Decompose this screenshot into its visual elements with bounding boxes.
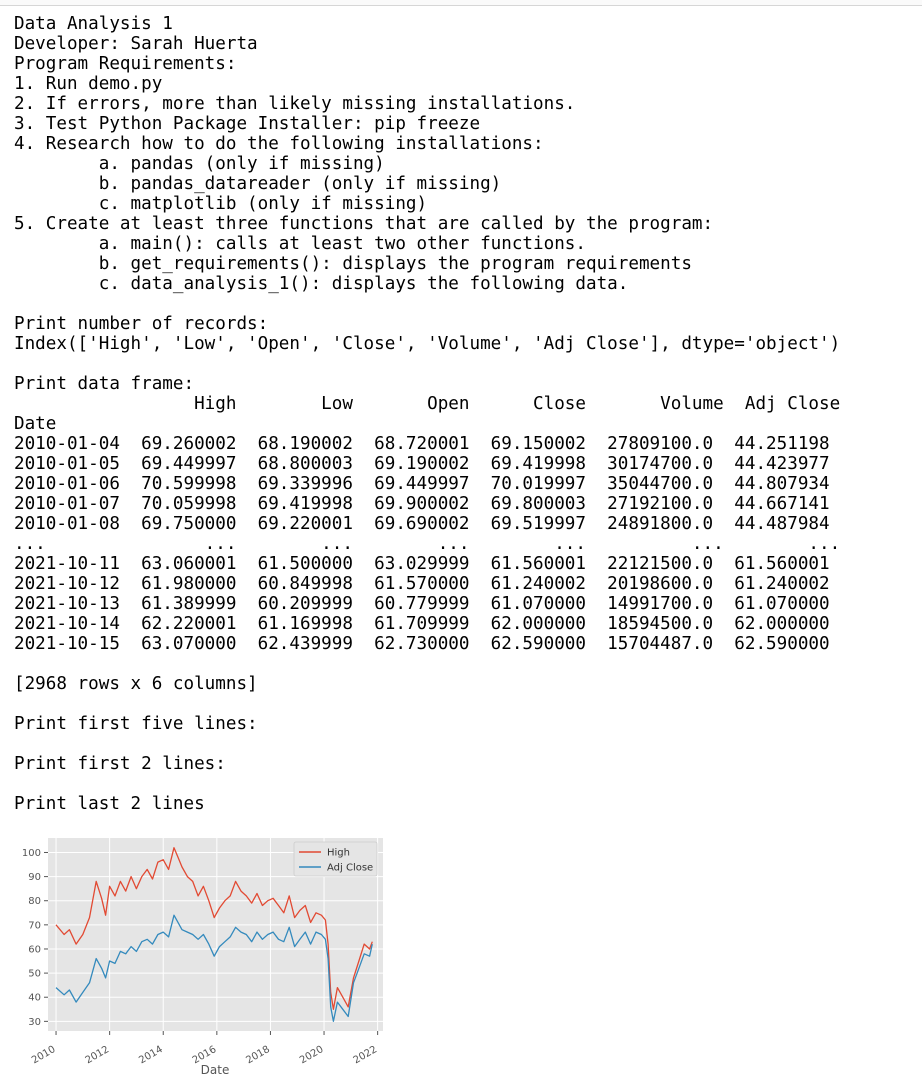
output-line: Print number of records: xyxy=(14,314,269,334)
output-line xyxy=(14,654,840,674)
y-tick-label: 80 xyxy=(28,896,41,907)
output-line: 3. Test Python Package Installer: pip fr… xyxy=(14,114,481,134)
y-tick-label: 50 xyxy=(28,969,41,980)
output-line: c. data_analysis_1(): displays the follo… xyxy=(14,274,629,294)
output-line: a. main(): calls at least two other func… xyxy=(14,234,586,254)
legend-label: Adj Close xyxy=(327,863,373,874)
y-tick-label: 40 xyxy=(28,993,41,1004)
output-line: b. pandas_datareader (only if missing) xyxy=(14,174,502,194)
output-line: a. pandas (only if missing) xyxy=(14,154,385,174)
series-line-high xyxy=(55,847,373,1010)
output-line: 2021-10-14 62.220001 61.169998 61.709999… xyxy=(14,614,830,634)
output-line xyxy=(14,694,840,714)
output-line: 2021-10-13 61.389999 60.209999 60.779999… xyxy=(14,594,830,614)
output-line: Data Analysis 1 xyxy=(14,14,173,34)
x-tick-label: 2010 xyxy=(30,1044,58,1066)
output-line: 2010-01-05 69.449997 68.800003 69.190002… xyxy=(14,454,830,474)
output-line: Index(['High', 'Low', 'Open', 'Close', '… xyxy=(14,334,841,354)
output-line: c. matplotlib (only if missing) xyxy=(14,194,428,214)
y-tick-label: 70 xyxy=(28,920,41,931)
output-line: Program Requirements: xyxy=(14,54,237,74)
output-line: 2021-10-11 63.060001 61.500000 63.029999… xyxy=(14,554,830,574)
output-line: [2968 rows x 6 columns] xyxy=(14,674,258,694)
y-tick-label: 100 xyxy=(22,848,41,859)
x-tick-label: 2014 xyxy=(137,1044,165,1066)
series-line-adj-close xyxy=(55,914,373,1022)
y-axis-ticks: 30 40 50 60 70 80 90 100 xyxy=(22,848,48,1028)
output-line: 2021-10-12 61.980000 60.849998 61.570000… xyxy=(14,574,830,594)
output-line: High Low Open Close Volume Adj Close xyxy=(14,394,841,414)
output-line: Developer: Sarah Huerta xyxy=(14,34,258,54)
series-lines xyxy=(55,847,373,1022)
x-axis-label: Date xyxy=(201,1063,230,1077)
output-line xyxy=(14,774,840,794)
output-line xyxy=(14,734,840,754)
output-line: Print data frame: xyxy=(14,374,195,394)
output-line: Print first 2 lines: xyxy=(14,754,226,774)
x-tick-label: 2022 xyxy=(352,1044,380,1066)
output-line: 2010-01-04 69.260002 68.190002 68.720001… xyxy=(14,434,830,454)
y-tick-label: 90 xyxy=(28,872,41,883)
x-tick-label: 2012 xyxy=(84,1044,112,1066)
output-line: 2010-01-07 70.059998 69.419998 69.900002… xyxy=(14,494,830,514)
x-tick-label: 2020 xyxy=(298,1044,326,1066)
output-line: 5. Create at least three functions that … xyxy=(14,214,714,234)
y-tick-label: 30 xyxy=(28,1017,41,1028)
output-line: 2021-10-15 63.070000 62.439999 62.730000… xyxy=(14,634,830,654)
output-line: b. get_requirements(): displays the prog… xyxy=(14,254,692,274)
output-line xyxy=(14,294,840,314)
output-line: 4. Research how to do the following inst… xyxy=(14,134,544,154)
output-line: 2010-01-08 69.750000 69.220001 69.690002… xyxy=(14,514,830,534)
output-line: Print first five lines: xyxy=(14,714,258,734)
notebook-cell-border xyxy=(0,0,922,6)
output-line: 1. Run demo.py xyxy=(14,74,163,94)
output-line: Date xyxy=(14,414,57,434)
output-line: ... ... ... ... ... ... ... xyxy=(14,534,841,554)
x-tick-label: 2018 xyxy=(244,1044,272,1066)
x-axis-ticks: 2010 2012 2014 2016 2018 2020 2022 xyxy=(30,1031,379,1066)
output-line: Print last 2 lines xyxy=(14,794,205,814)
legend-label: High xyxy=(327,848,350,859)
output-line xyxy=(14,354,840,374)
output-line: 2010-01-06 70.599998 69.339996 69.449997… xyxy=(14,474,830,494)
program-output: Data Analysis 1 Developer: Sarah Huerta Pr… xyxy=(14,14,840,814)
y-tick-label: 60 xyxy=(28,944,41,955)
legend: High Adj Close xyxy=(293,841,378,877)
output-line: 2. If errors, more than likely missing i… xyxy=(14,94,576,114)
